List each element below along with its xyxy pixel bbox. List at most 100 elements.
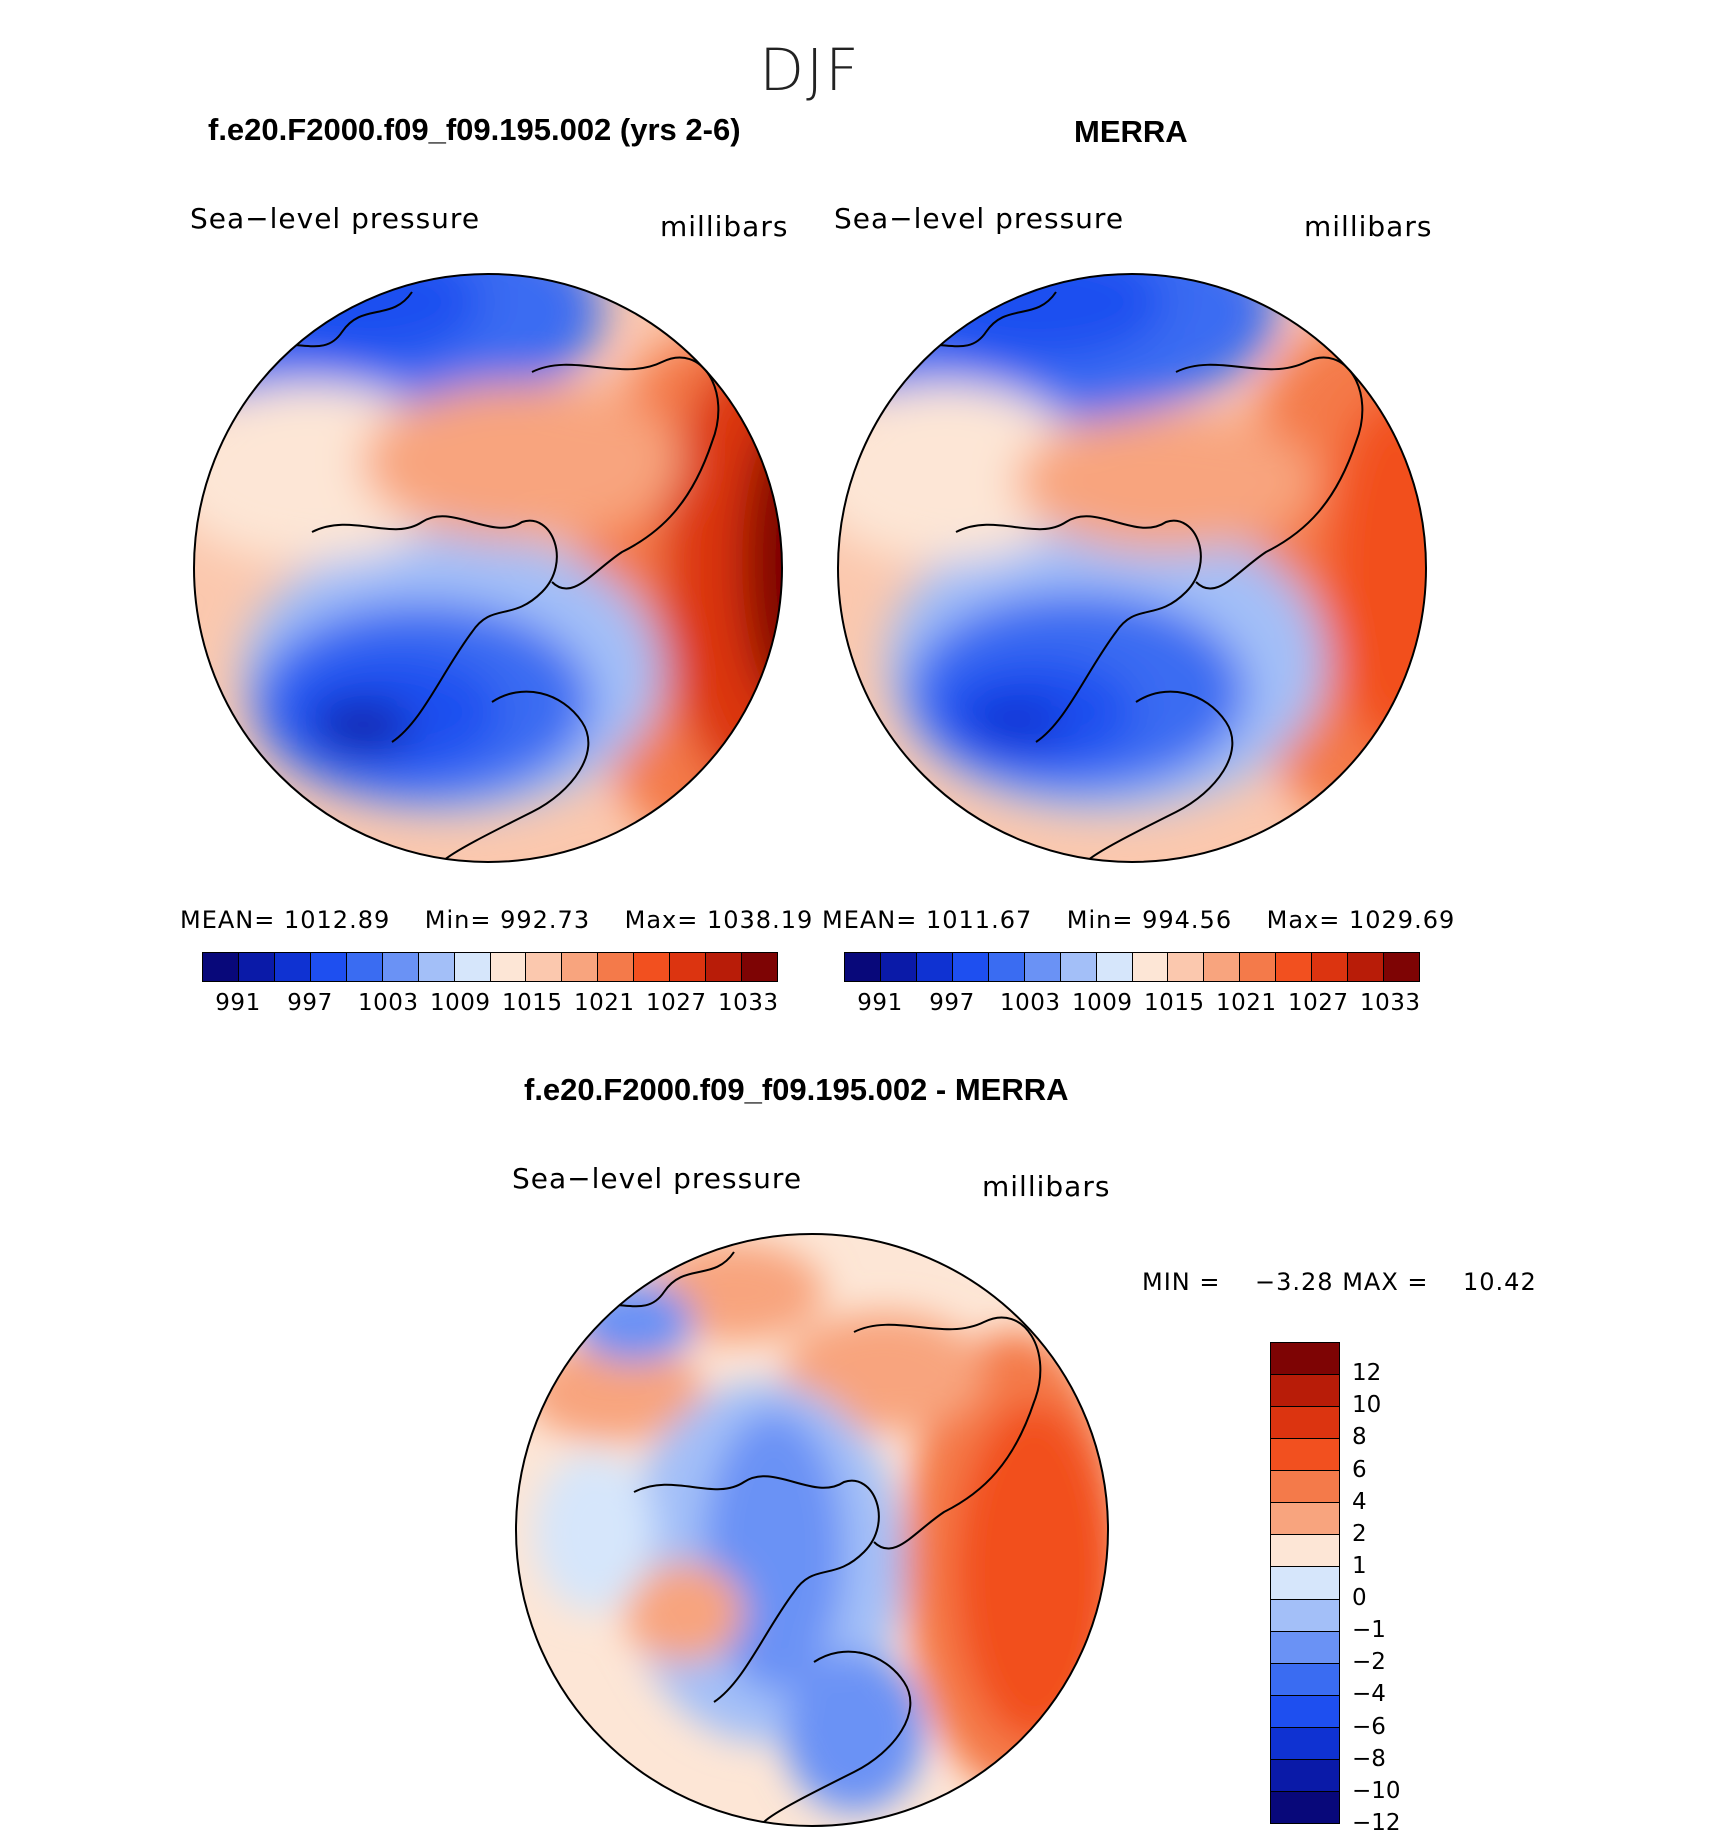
panel2-colorbar-tick-label: 991	[857, 990, 903, 1016]
panel2-colorbar-swatch	[1312, 953, 1349, 981]
panel1-colorbar-tick-label: 1021	[574, 990, 635, 1016]
diff-colorbar-tick-label: −10	[1352, 1777, 1401, 1804]
panel2-colorbar-tick-label: 1015	[1144, 990, 1205, 1016]
panel1-colorbar-tick-label: 1009	[430, 990, 491, 1016]
diff-colorbar-swatch	[1271, 1471, 1339, 1504]
panel1-colorbar-swatch	[418, 953, 455, 981]
panel1-map	[193, 273, 783, 863]
diff-colorbar-swatch	[1271, 1535, 1339, 1568]
panel2-title: MERRA	[1074, 114, 1188, 149]
panel2-colorbar-swatch	[1132, 953, 1169, 981]
panel1-colorbar-swatch	[203, 953, 239, 981]
panel1-colorbar-tick-label: 1015	[502, 990, 563, 1016]
panel1-title: f.e20.F2000.f09_f09.195.002 (yrs 2-6)	[208, 112, 741, 147]
panel1-colorbar-swatch	[346, 953, 383, 981]
diff-colorbar-tick-label: −12	[1352, 1810, 1401, 1836]
panel2-colorbar-tick-label: 1003	[1000, 990, 1061, 1016]
panel2-colorbar-swatch	[1204, 953, 1241, 981]
diff-colorbar-swatch	[1271, 1759, 1339, 1792]
panel1-colorbar-swatch	[274, 953, 311, 981]
panel2-mean-label: MEAN=	[822, 906, 918, 934]
diff-colorbar-swatch	[1271, 1599, 1339, 1632]
panel1-units: millibars	[660, 210, 789, 243]
panel2-colorbar-swatch	[916, 953, 953, 981]
panel2-min-label: Min=	[1066, 906, 1134, 934]
panel1-colorbar-swatch	[598, 953, 635, 981]
panel1-colorbar-swatch	[310, 953, 347, 981]
panel2-variable: Sea−level pressure	[834, 202, 1125, 235]
diff-colorbar-tick-label: 4	[1352, 1488, 1367, 1515]
panel1-colorbar-swatch	[634, 953, 671, 981]
diff-colorbar-tick-label: −1	[1352, 1617, 1386, 1644]
panel2-colorbar-swatch	[1168, 953, 1205, 981]
diff-title: f.e20.F2000.f09_f09.195.002 - MERRA	[524, 1072, 1069, 1107]
panel1-max-label: Max=	[624, 906, 699, 934]
panel1-colorbar	[202, 952, 778, 982]
season-title: DJF	[759, 36, 861, 104]
diff-colorbar-swatch	[1271, 1631, 1339, 1664]
panel1-colorbar-swatch	[670, 953, 707, 981]
panel2-colorbar-tick-label: 1033	[1360, 990, 1421, 1016]
diff-colorbar-tick-label: 8	[1352, 1424, 1367, 1451]
diff-colorbar-tick-label: 10	[1352, 1392, 1382, 1419]
diff-map	[515, 1233, 1109, 1827]
diff-colorbar-tick-label: −4	[1352, 1681, 1386, 1708]
panel2-colorbar	[844, 952, 1420, 982]
diff-colorbar-tick-label: −2	[1352, 1649, 1386, 1676]
panel1-colorbar-swatch	[526, 953, 563, 981]
panel2-colorbar-tick-label: 997	[929, 990, 975, 1016]
panel1-colorbar-tick-label: 991	[215, 990, 261, 1016]
panel2-colorbar-swatch	[845, 953, 881, 981]
diff-colorbar-swatch	[1271, 1343, 1339, 1376]
panel2-colorbar-tick-label: 1021	[1216, 990, 1277, 1016]
panel2-max-value: 1029.69	[1348, 906, 1456, 934]
panel2-colorbar-swatch	[1060, 953, 1097, 981]
panel1-colorbar-swatch	[238, 953, 275, 981]
panel1-mean-value: 1012.89	[284, 906, 391, 934]
diff-colorbar-swatch	[1271, 1791, 1339, 1823]
panel1-variable: Sea−level pressure	[190, 202, 481, 235]
panel1-colorbar-swatch	[742, 953, 777, 981]
diff-colorbar-swatch	[1271, 1663, 1339, 1696]
panel2-colorbar-swatch	[952, 953, 989, 981]
diff-colorbar-swatch	[1271, 1439, 1339, 1472]
diff-max-value: 10.42	[1463, 1268, 1537, 1296]
diff-units: millibars	[982, 1170, 1111, 1203]
panel2-colorbar-swatch	[1384, 953, 1419, 981]
panel1-min-value: 992.73	[500, 906, 591, 934]
diff-minmax: MIN = −3.28 MAX = 10.42	[1142, 1268, 1537, 1296]
panel2-colorbar-ticks: 991 997 1003 1009 1015 1021 1027 1033	[844, 990, 1420, 1020]
panel1-colorbar-swatch	[490, 953, 527, 981]
panel1-colorbar-tick-label: 997	[287, 990, 333, 1016]
diff-colorbar-tick-label: 1	[1352, 1552, 1367, 1579]
diff-colorbar-swatch	[1271, 1695, 1339, 1728]
panel1-colorbar-swatch	[562, 953, 599, 981]
panel1-colorbar-swatch	[454, 953, 491, 981]
diff-colorbar	[1270, 1342, 1340, 1824]
panel2-colorbar-tick-label: 1009	[1072, 990, 1133, 1016]
panel1-min-label: Min=	[424, 906, 492, 934]
panel1-colorbar-tick-label: 1027	[646, 990, 707, 1016]
diff-colorbar-tick-label: 2	[1352, 1520, 1367, 1547]
diff-min-label: MIN =	[1142, 1268, 1221, 1296]
diff-colorbar-swatch	[1271, 1375, 1339, 1408]
panel2-colorbar-swatch	[1024, 953, 1061, 981]
diff-variable: Sea−level pressure	[512, 1162, 803, 1195]
panel2-units: millibars	[1304, 210, 1433, 243]
diff-max-label: MAX =	[1342, 1268, 1429, 1296]
panel2-max-label: Max=	[1266, 906, 1341, 934]
diff-colorbar-tick-label: 6	[1352, 1456, 1367, 1483]
panel1-max-value: 1038.19	[706, 906, 814, 934]
panel2-mean-value: 1011.67	[926, 906, 1033, 934]
panel2-map	[837, 273, 1427, 863]
diff-colorbar-tick-label: −6	[1352, 1713, 1386, 1740]
diff-colorbar-tick-label: 0	[1352, 1585, 1367, 1612]
diff-colorbar-tick-label: 12	[1352, 1360, 1382, 1387]
diff-colorbar-ticks: 12 10 8 6 4 2 1 0 −1 −2 −4 −6 −8 −10 −12	[1352, 1342, 1452, 1836]
panel1-colorbar-swatch	[382, 953, 419, 981]
panel2-colorbar-swatch	[1348, 953, 1385, 981]
diff-colorbar-swatch	[1271, 1567, 1339, 1600]
panel1-colorbar-ticks: 991 997 1003 1009 1015 1021 1027 1033	[202, 990, 778, 1020]
panel2-min-value: 994.56	[1142, 906, 1233, 934]
panel1-colorbar-tick-label: 1003	[358, 990, 419, 1016]
